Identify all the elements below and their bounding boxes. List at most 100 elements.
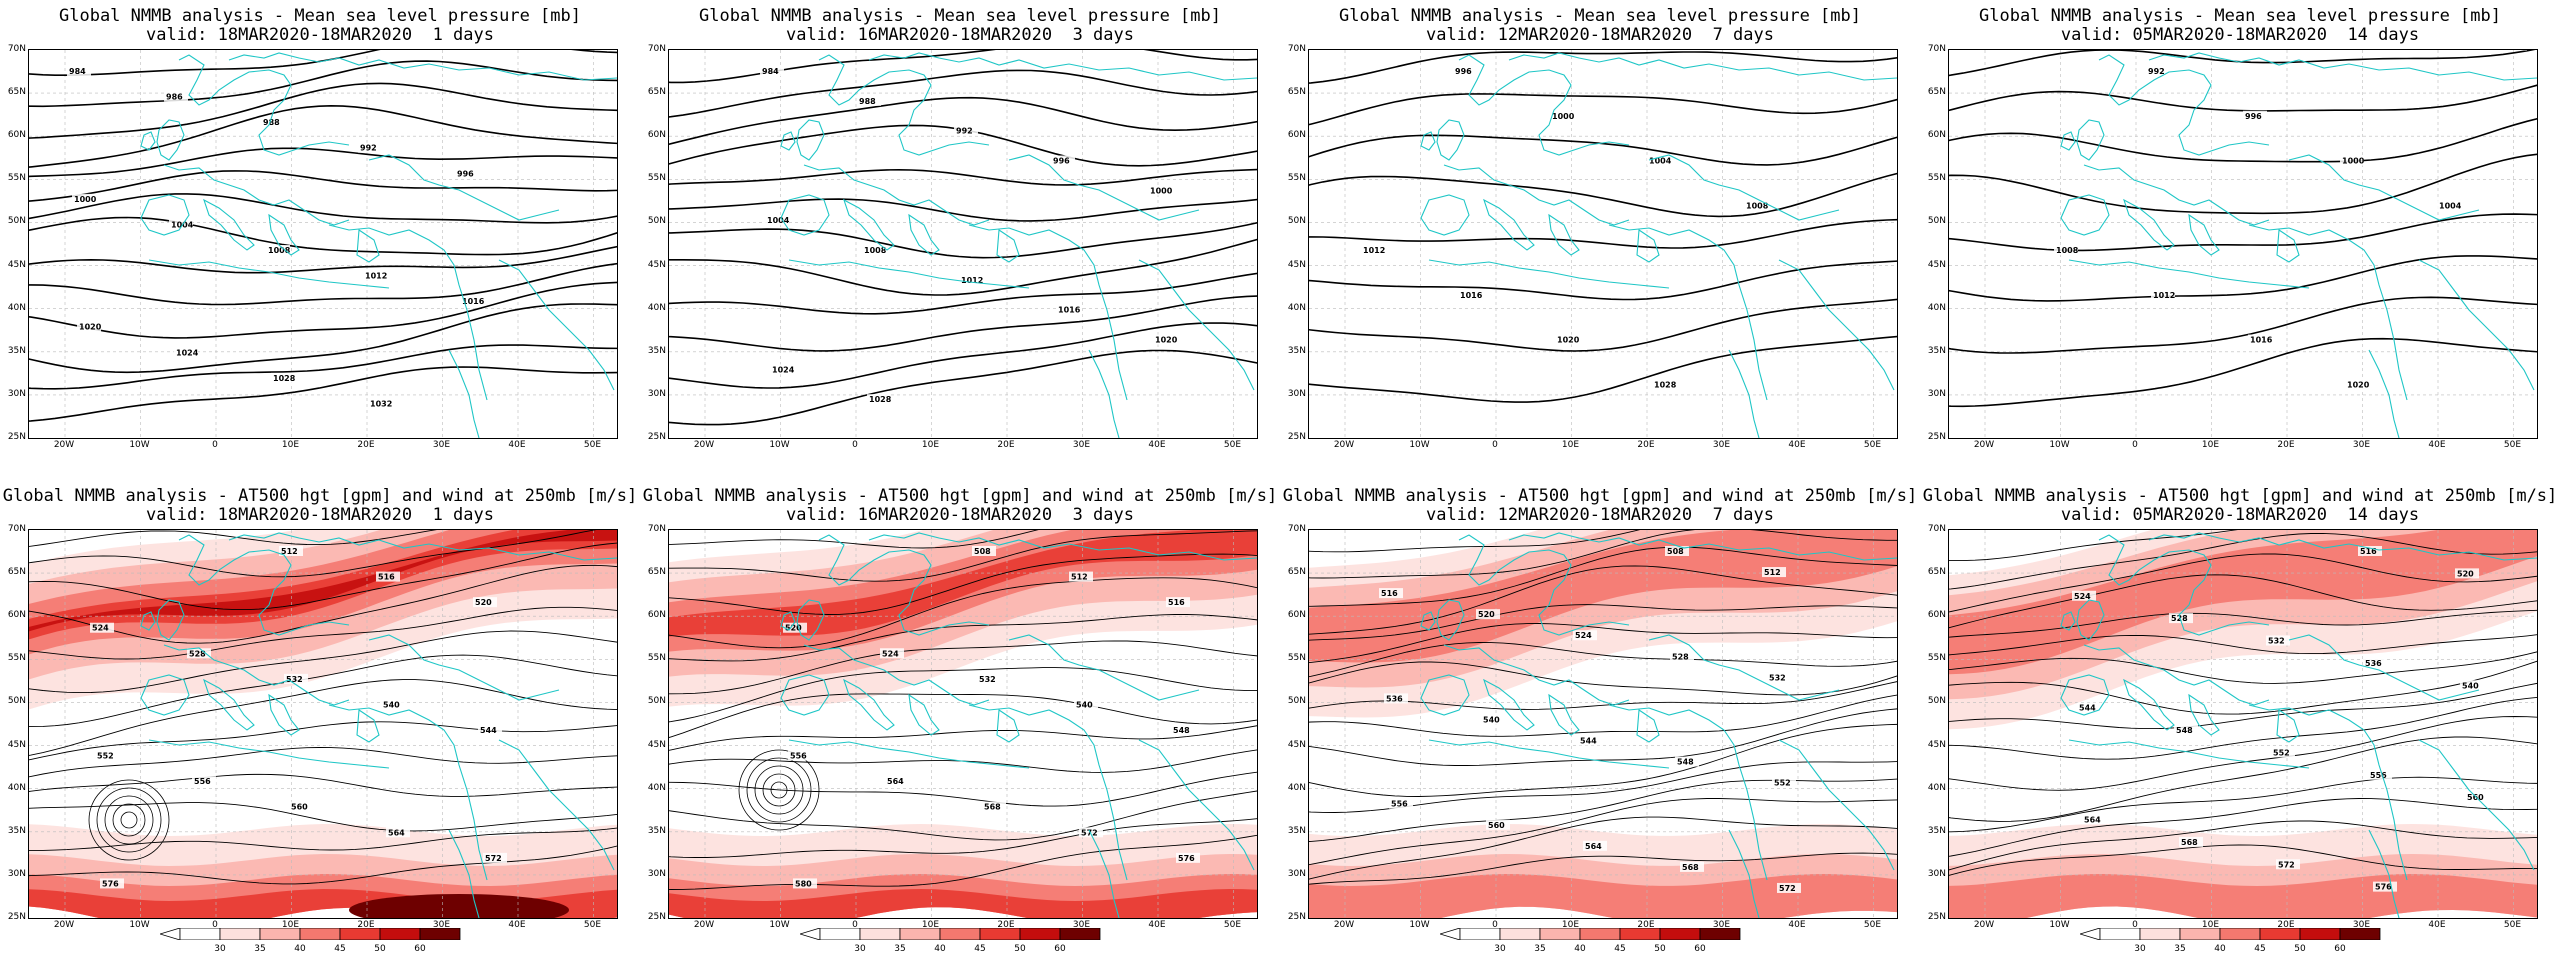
colorbar xyxy=(2080,928,2381,940)
longitude-label: 20E xyxy=(997,440,1015,450)
contour-line xyxy=(1949,153,2537,215)
map-canvas: 512 516 520 524 528 532 540 544 552 556 560 564 572 5… xyxy=(29,530,617,918)
colorbar-segment xyxy=(979,928,1021,940)
contour-line xyxy=(29,845,617,885)
contour-label-bg xyxy=(1458,289,1482,300)
coastline-path xyxy=(203,678,255,731)
coastline-path xyxy=(2418,259,2535,391)
contour-label: 568 xyxy=(1682,863,1699,872)
contour-label-bg xyxy=(880,648,904,659)
coastline-path xyxy=(2060,131,2076,151)
coastline-path xyxy=(843,678,895,731)
colorbar-min-triangle xyxy=(160,928,181,940)
longitude-label: 20E xyxy=(2277,440,2295,450)
colorbar-segment xyxy=(1539,928,1581,940)
contour-line xyxy=(29,530,437,547)
contour-line xyxy=(669,614,1257,662)
contour-label-bg xyxy=(1550,110,1574,121)
contour-label: 536 xyxy=(1386,694,1403,703)
contour-label-bg xyxy=(2340,155,2364,166)
latitude-label: 50N xyxy=(1927,216,1946,227)
contour-line xyxy=(29,773,617,797)
contour-label: 996 xyxy=(2245,112,2262,121)
coastline-path xyxy=(368,154,560,221)
contour-label: 516 xyxy=(1168,598,1185,607)
contour-lines xyxy=(29,530,617,885)
contour-line xyxy=(1309,298,1897,352)
map-area: 984 988 992 996 1000 1004 1008 1012 1016 1020 1024… xyxy=(668,49,1258,439)
coastline-path xyxy=(2068,259,2310,289)
latitude-label: 25N xyxy=(7,912,26,922)
colorbar-segment xyxy=(419,928,461,940)
longitude-label: 10E xyxy=(281,440,300,450)
coastline-path xyxy=(818,54,990,156)
panel-valid-period: valid: 16MAR2020-18MAR2020 3 days xyxy=(786,505,1134,525)
contour-line xyxy=(669,834,1257,890)
contour-line xyxy=(669,530,1257,582)
contour-label-bg xyxy=(2248,334,2272,345)
longitude-label: 30E xyxy=(2352,920,2371,930)
coastline-path xyxy=(803,644,990,706)
latitude-label: 55N xyxy=(647,173,666,184)
latitude-label: 55N xyxy=(1287,173,1306,184)
colorbar-level-label: 50 xyxy=(2294,944,2306,954)
closed-low-contour xyxy=(738,749,820,831)
panel-valid-period: valid: 05MAR2020-18MAR2020 14 days xyxy=(2060,505,2420,525)
latitude-label: 50N xyxy=(647,696,666,707)
latitude-label: 65N xyxy=(1927,87,1946,98)
coastline-path xyxy=(140,674,190,716)
contour-line xyxy=(1949,574,2537,629)
longitude-label: 10W xyxy=(2049,440,2070,450)
contour-label-bg xyxy=(455,168,479,179)
contour-label: 520 xyxy=(2457,569,2474,578)
colorbar-level-label: 45 xyxy=(334,944,346,954)
contour-label-bg xyxy=(2358,546,2382,556)
contour-line xyxy=(1309,218,1897,249)
contour-label: 1012 xyxy=(961,276,983,285)
contour-label-bg xyxy=(1079,827,1103,838)
colorbar-level-label: 50 xyxy=(1014,944,1026,954)
coastline-path xyxy=(908,213,940,256)
colorbar-level-label: 35 xyxy=(1534,944,1546,954)
coastline-path xyxy=(2188,213,2220,256)
contour-line xyxy=(1309,694,1897,737)
contour-label-bg xyxy=(2455,568,2479,579)
colorbar-segment xyxy=(1459,928,1501,940)
contour-line xyxy=(669,295,1257,352)
contour-label-bg xyxy=(1670,651,1694,662)
panel-title: Global NMMB analysis - AT500 hgt [gpm] a… xyxy=(642,486,1278,506)
coastline-path xyxy=(1436,599,1465,641)
contour-label-bg xyxy=(972,546,996,556)
contour-label: 576 xyxy=(102,879,119,888)
contour-label-bg xyxy=(473,597,497,608)
longitude-label: 30E xyxy=(1712,920,1731,930)
latitude-label: 50N xyxy=(1927,696,1946,707)
contour-label-bg xyxy=(867,394,891,405)
coastline-path xyxy=(2276,229,2300,263)
contour-label-bg xyxy=(760,66,784,76)
contour-line xyxy=(29,303,617,374)
contour-line xyxy=(1949,296,2537,354)
coastline-path xyxy=(1436,119,1465,161)
contour-line xyxy=(1309,623,1897,664)
coastline-path xyxy=(1778,259,1895,391)
contour-labels: 508 512 516 520 524 532 540 548 556 564 568 572 576 5… xyxy=(783,546,1200,889)
latitude-label: 45N xyxy=(1287,739,1306,750)
contour-label: 996 xyxy=(1455,67,1472,76)
longitude-label: 20W xyxy=(1333,920,1355,930)
longitude-label: 50E xyxy=(1863,920,1882,930)
graticule xyxy=(1949,50,2537,438)
longitude-label: 30E xyxy=(432,440,451,450)
longitude-label: 20W xyxy=(693,920,715,930)
jet-core xyxy=(349,894,569,918)
longitude-label: 0 xyxy=(2132,440,2138,450)
contour-label-bg xyxy=(1166,597,1190,608)
coastline-path xyxy=(163,644,350,706)
map-area: 984 986 988 992 996 1000 1004 1008 1012 1016 1020 1… xyxy=(28,49,618,439)
contour-label: 552 xyxy=(1774,779,1791,788)
contour-line xyxy=(1949,50,2536,77)
latitude-label: 45N xyxy=(7,739,26,750)
colorbar-segment xyxy=(2219,928,2261,940)
closed-low-contour xyxy=(104,795,154,845)
contour-label-bg xyxy=(2077,702,2101,713)
